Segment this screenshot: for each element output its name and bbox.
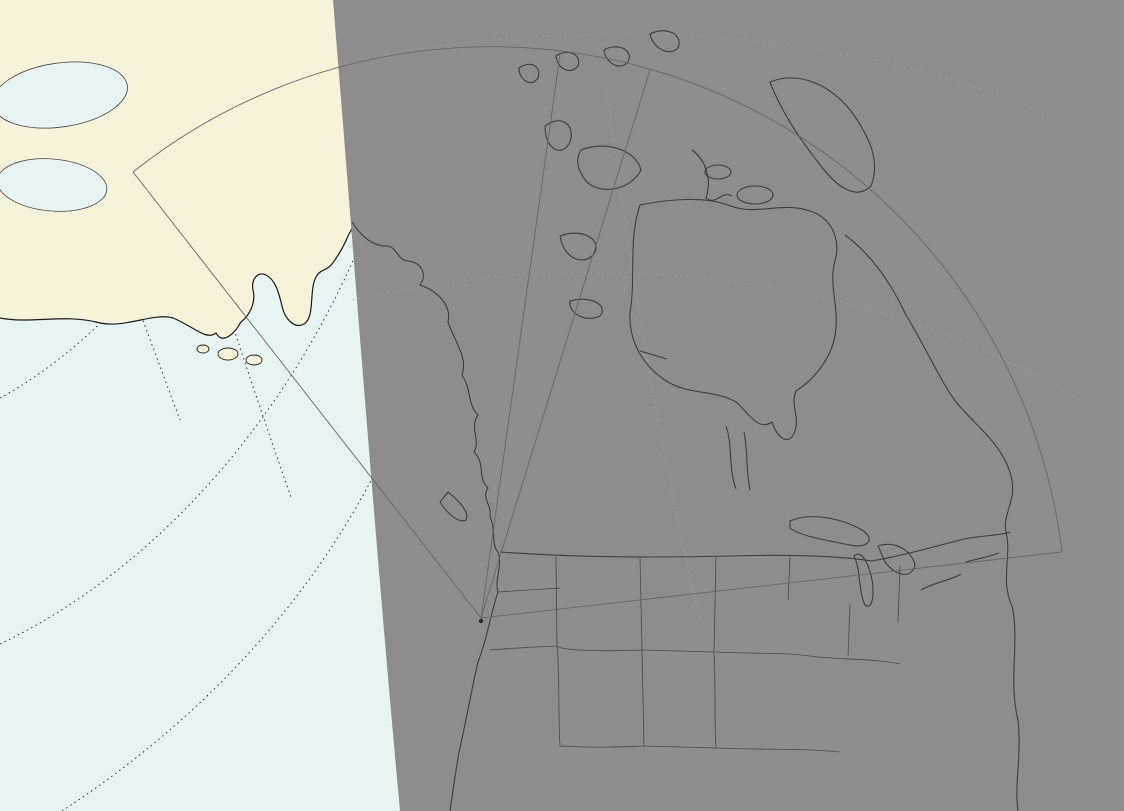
pacific-coast [351,221,501,811]
victoria-island [577,145,642,190]
coats-island [704,164,732,180]
lake-huron [877,543,916,575]
norton-sound [0,158,108,212]
lake-michigan [853,553,874,607]
kotzebue-sound [0,61,128,129]
manitoba-lakes [725,425,751,491]
radar-site-marker [478,618,484,624]
graticule-nightside [344,33,1081,621]
state-borders [489,555,901,753]
arctic-islets [518,30,680,83]
baffin-island [769,77,876,193]
banks-island [544,120,572,151]
vancouver-island [439,491,468,522]
lakes-erie-ontario [920,552,1000,591]
southampton-island [736,185,774,205]
aleutian-islands [196,344,263,366]
nightside-shading [333,0,1124,811]
map-outlines [351,30,1020,811]
labrador-coast [844,234,1020,811]
great-slave-lake [569,298,603,319]
lake-superior [789,516,870,547]
great-bear-lake [559,232,597,261]
boothia-peninsula [691,149,733,201]
us-canada-border [499,531,1011,562]
radar-fov-outline [132,46,1063,619]
alaska-coastline [0,213,361,339]
hudson-bay [629,198,838,441]
lake-athabasca [639,350,668,360]
